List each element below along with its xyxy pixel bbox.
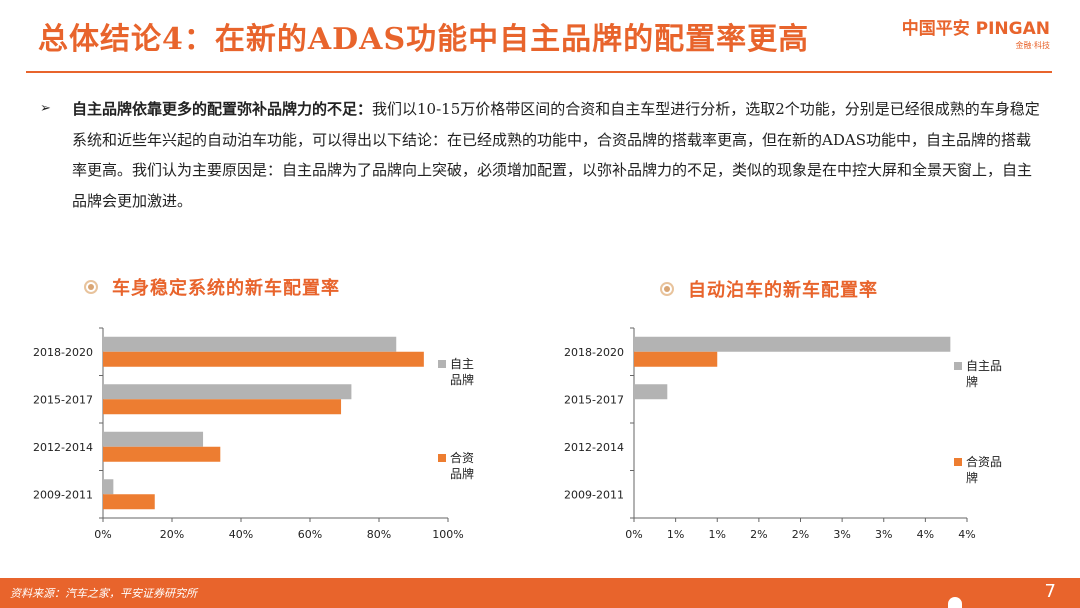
x-tick-label: 40% xyxy=(229,528,253,541)
logo-subtext: 金融·科技 xyxy=(1015,41,1050,50)
legend-label: 自主品 xyxy=(966,359,1002,373)
title-divider xyxy=(26,71,1052,73)
conclusion-body: 我们以10-15万价格带区间的合资和自主车型进行分析，选取2个功能，分别是已经很… xyxy=(72,100,1040,210)
bar-joint-venture xyxy=(103,351,424,367)
legend-label: 合资品 xyxy=(966,454,1002,469)
esc-rate-chart: 2018-2020 2015-2017 2012-2014 2009-2011 0% 20… xyxy=(33,327,474,541)
conclusion-paragraph: ➢ 自主品牌依靠更多的配置弥补品牌力的不足：我们以10-15万价格带区间的合资和… xyxy=(40,94,1042,216)
legend-label: 牌 xyxy=(966,375,978,389)
legend-label: 品牌 xyxy=(450,373,474,387)
x-tick-label: 4% xyxy=(917,528,934,541)
page-number: 7 xyxy=(1044,581,1056,602)
x-tick-label: 3% xyxy=(833,528,850,541)
bar-domestic xyxy=(634,384,668,400)
right-chart-heading: 自动泊车的新车配置率 xyxy=(660,276,878,302)
bar-domestic xyxy=(103,431,204,447)
x-tick-label: 80% xyxy=(367,528,391,541)
bullet-circle-icon xyxy=(84,280,98,294)
x-tick-label: 3% xyxy=(875,528,892,541)
x-tick-label: 100% xyxy=(432,528,463,541)
bar-joint-venture xyxy=(103,399,342,415)
left-chart-heading: 车身稳定系统的新车配置率 xyxy=(84,274,340,300)
x-tick-label: 4% xyxy=(958,528,975,541)
legend-swatch xyxy=(954,458,962,466)
page-title: 总体结论4：在新的ADAS功能中自主品牌的配置率更高 xyxy=(38,22,810,57)
bullet-circle-icon xyxy=(660,282,674,296)
legend-swatch xyxy=(438,360,446,368)
bar-domestic xyxy=(103,384,352,400)
category-label: 2009-2011 xyxy=(564,488,624,501)
legend-label: 品牌 xyxy=(450,467,474,481)
source-note: 资料来源：汽车之家，平安证券研究所 xyxy=(10,587,197,600)
x-tick-label: 60% xyxy=(298,528,322,541)
bullet-arrow-icon: ➢ xyxy=(40,101,51,116)
legend-label: 合资 xyxy=(450,450,474,465)
logo-text: 中国平安 PINGAN xyxy=(901,19,1050,39)
category-label: 2015-2017 xyxy=(33,393,93,406)
legend-label: 牌 xyxy=(966,471,978,485)
auto-parking-rate-chart: 2018-2020 2015-2017 2012-2014 2009-2011 0% 1%… xyxy=(564,327,1002,541)
bar-joint-venture xyxy=(103,494,155,510)
legend-swatch xyxy=(954,362,962,370)
category-label: 2009-2011 xyxy=(33,488,93,501)
x-tick-label: 1% xyxy=(709,528,726,541)
category-label: 2015-2017 xyxy=(564,393,624,406)
brand-logo: 中国平安 PINGAN 金融·科技 xyxy=(902,14,1050,51)
bar-domestic xyxy=(103,336,397,352)
x-tick-label: 2% xyxy=(750,528,767,541)
bar-domestic xyxy=(634,336,951,352)
legend-label: 自主 xyxy=(450,357,474,371)
x-tick-label: 20% xyxy=(160,528,184,541)
category-label: 2018-2020 xyxy=(33,346,93,359)
category-label: 2012-2014 xyxy=(33,441,93,454)
category-label: 2012-2014 xyxy=(564,441,624,454)
category-label: 2018-2020 xyxy=(564,346,624,359)
right-chart-title: 自动泊车的新车配置率 xyxy=(688,280,878,301)
x-tick-label: 2% xyxy=(792,528,809,541)
x-tick-label: 0% xyxy=(625,528,642,541)
x-tick-label: 1% xyxy=(667,528,684,541)
footer-logo-icon xyxy=(948,597,962,608)
conclusion-lead: 自主品牌依靠更多的配置弥补品牌力的不足： xyxy=(72,100,373,118)
legend-swatch xyxy=(438,454,446,462)
footer-bar: 资料来源：汽车之家，平安证券研究所 7 xyxy=(0,578,1080,608)
bar-joint-venture xyxy=(103,446,221,462)
bar-domestic xyxy=(103,479,114,495)
bar-joint-venture xyxy=(634,351,718,367)
left-chart-title: 车身稳定系统的新车配置率 xyxy=(112,278,340,299)
x-tick-label: 0% xyxy=(94,528,111,541)
